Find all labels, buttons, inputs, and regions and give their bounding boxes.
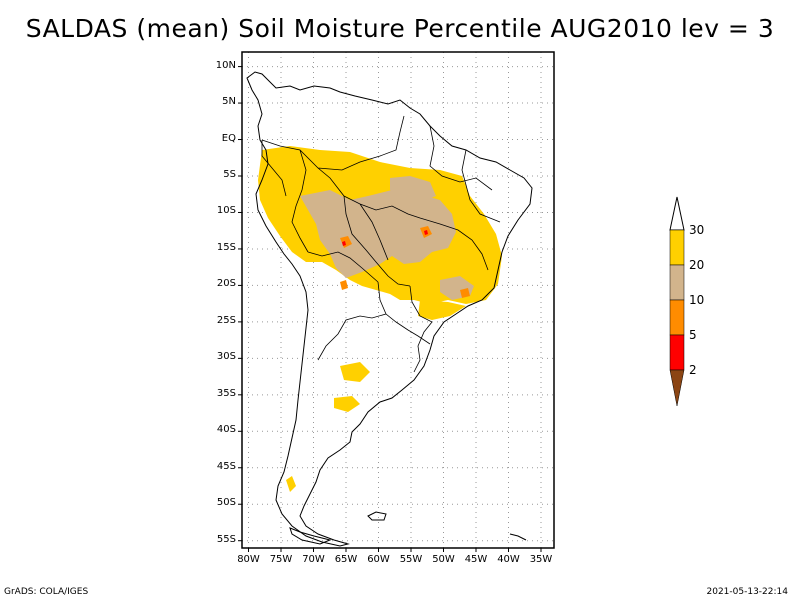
lat-label-35S: 35S [216,387,236,399]
shaded-region-5_10-10 [340,280,348,290]
colorbar-label-5: 5 [689,328,697,342]
shaded-region-5_10-11 [460,288,470,298]
lon-label-60W: 60W [367,554,390,565]
shaded-region-2_5-12 [342,241,346,246]
shaded-region-20_30-2 [340,362,370,382]
shaded-region-20_30-4 [286,476,296,492]
lon-label-55W: 55W [399,554,423,565]
lat-label-30S: 30S [216,351,236,363]
lat-label-55S: 55S [216,533,236,545]
footer-credit: GrADS: COLA/IGES [4,587,89,597]
tierra-del-fuego [289,527,332,545]
lat-label-10N: 10N [215,59,236,71]
lon-label-35W: 35W [529,554,553,565]
lat-label-EQ: EQ [221,132,236,144]
lon-label-70W: 70W [302,554,325,565]
lon-label-80W: 80W [237,554,260,565]
lon-label-65W: 65W [334,554,358,565]
footer-timestamp: 2021-05-13-22:14 [706,587,789,597]
lat-label-10S: 10S [216,205,236,217]
colorbar-segment-5-10 [669,299,685,336]
shaded-region-10_20-5 [300,190,456,278]
colorbar-label-30: 30 [689,223,705,237]
lat-label-40S: 40S [216,424,236,436]
colorbar-segment-2-5 [669,334,685,371]
lat-label-20S: 20S [216,278,236,290]
shaded-region-10_20-6 [390,176,436,202]
map-frame [241,51,555,549]
colorbar-label-20: 20 [689,258,705,272]
south-georgia [509,533,527,541]
colorbar-segment-10-20 [669,264,685,301]
lat-lon-grid [238,52,554,552]
colorbar-segment-below-2 [669,369,685,407]
map-title: SALDAS (mean) Soil Moisture Percentile A… [25,14,775,43]
colorbar-label-2: 2 [689,363,697,377]
south-america-coastline [246,71,533,547]
colorbar-segment-above-30 [669,196,685,231]
shaded-region-20_30-1 [418,300,466,320]
lat-label-25S: 25S [216,314,236,326]
colorbar-label-10: 10 [689,293,705,307]
lat-label-5S: 5S [223,169,236,180]
colorbar [669,196,685,407]
lat-label-5N: 5N [222,96,236,108]
lon-label-75W: 75W [269,554,293,565]
lat-label-15S: 15S [216,241,236,253]
country-borders [261,115,501,373]
lat-label-50S: 50S [216,497,236,509]
lon-label-45W: 45W [464,554,488,565]
shaded-region-20_30-3 [334,396,360,412]
shaded-region-2_5-13 [424,230,428,235]
colorbar-segment-20-30 [669,229,685,266]
coastline-and-borders [246,71,533,547]
percentile-shading [258,146,502,492]
lon-label-50W: 50W [432,554,455,565]
lat-label-45S: 45S [216,460,236,472]
lon-label-40W: 40W [497,554,520,565]
falkland-islands [367,511,387,521]
